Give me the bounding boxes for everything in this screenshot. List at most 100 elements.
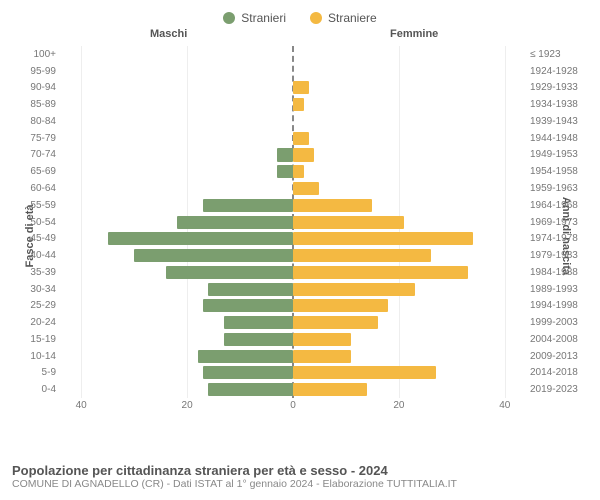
legend-male: Stranieri bbox=[223, 8, 286, 28]
sub-title: COMUNE DI AGNADELLO (CR) - Dati ISTAT al… bbox=[12, 478, 588, 492]
age-label: 25-29 bbox=[14, 300, 56, 311]
male-half bbox=[60, 80, 293, 97]
female-half bbox=[293, 297, 526, 314]
male-half bbox=[60, 63, 293, 80]
male-half bbox=[60, 247, 293, 264]
male-bar bbox=[203, 199, 293, 212]
birth-year-label: 1979-1983 bbox=[530, 250, 596, 261]
female-bar bbox=[293, 132, 309, 145]
female-half bbox=[293, 365, 526, 382]
female-half bbox=[293, 230, 526, 247]
female-half bbox=[293, 147, 526, 164]
age-label: 45-49 bbox=[14, 233, 56, 244]
female-bar bbox=[293, 199, 372, 212]
pyramid-row: 90-941929-1933 bbox=[60, 80, 526, 97]
col-header-female: Femmine bbox=[390, 28, 438, 40]
pyramid-row: 35-391984-1988 bbox=[60, 264, 526, 281]
birth-year-label: 2004-2008 bbox=[530, 334, 596, 345]
female-half bbox=[293, 130, 526, 147]
female-bar bbox=[293, 266, 468, 279]
age-label: 10-14 bbox=[14, 351, 56, 362]
pyramid-chart: Stranieri Straniere Maschi Femmine Fasce… bbox=[0, 0, 600, 500]
female-half bbox=[293, 63, 526, 80]
female-half bbox=[293, 46, 526, 63]
male-bar bbox=[203, 366, 293, 379]
female-bar bbox=[293, 299, 388, 312]
pyramid-row: 5-92014-2018 bbox=[60, 365, 526, 382]
age-label: 35-39 bbox=[14, 267, 56, 278]
age-label: 15-19 bbox=[14, 334, 56, 345]
pyramid-row: 100+≤ 1923 bbox=[60, 46, 526, 63]
pyramid-row: 20-241999-2003 bbox=[60, 314, 526, 331]
female-half bbox=[293, 314, 526, 331]
birth-year-label: 1959-1963 bbox=[530, 183, 596, 194]
column-headers: Maschi Femmine bbox=[0, 28, 600, 46]
female-bar bbox=[293, 383, 367, 396]
male-half bbox=[60, 297, 293, 314]
x-tick: 20 bbox=[182, 400, 193, 411]
pyramid-row: 80-841939-1943 bbox=[60, 113, 526, 130]
male-half bbox=[60, 163, 293, 180]
female-half bbox=[293, 348, 526, 365]
pyramid-row: 10-142009-2013 bbox=[60, 348, 526, 365]
birth-year-label: ≤ 1923 bbox=[530, 49, 596, 60]
pyramid-row: 70-741949-1953 bbox=[60, 147, 526, 164]
male-half bbox=[60, 113, 293, 130]
legend-male-swatch bbox=[223, 12, 235, 24]
pyramid-row: 65-691954-1958 bbox=[60, 163, 526, 180]
female-half bbox=[293, 96, 526, 113]
birth-year-label: 1924-1928 bbox=[530, 66, 596, 77]
age-label: 5-9 bbox=[14, 367, 56, 378]
pyramid-row: 15-192004-2008 bbox=[60, 331, 526, 348]
female-half bbox=[293, 331, 526, 348]
female-half bbox=[293, 264, 526, 281]
male-half bbox=[60, 314, 293, 331]
birth-year-label: 1999-2003 bbox=[530, 317, 596, 328]
female-bar bbox=[293, 81, 309, 94]
birth-year-label: 1969-1973 bbox=[530, 217, 596, 228]
female-bar bbox=[293, 366, 436, 379]
age-label: 95-99 bbox=[14, 66, 56, 77]
x-tick: 40 bbox=[76, 400, 87, 411]
legend-female-label: Straniere bbox=[328, 11, 377, 25]
age-label: 40-44 bbox=[14, 250, 56, 261]
male-bar bbox=[166, 266, 293, 279]
male-bar bbox=[203, 299, 293, 312]
age-label: 85-89 bbox=[14, 99, 56, 110]
female-bar bbox=[293, 283, 415, 296]
age-label: 100+ bbox=[14, 49, 56, 60]
male-bar bbox=[208, 383, 293, 396]
age-label: 75-79 bbox=[14, 133, 56, 144]
male-half bbox=[60, 46, 293, 63]
pyramid-row: 60-641959-1963 bbox=[60, 180, 526, 197]
birth-year-label: 2014-2018 bbox=[530, 367, 596, 378]
male-bar bbox=[224, 333, 293, 346]
female-bar bbox=[293, 98, 304, 111]
birth-year-label: 1949-1953 bbox=[530, 149, 596, 160]
age-label: 70-74 bbox=[14, 149, 56, 160]
x-axis: 402002040 bbox=[60, 398, 526, 426]
male-bar bbox=[177, 216, 294, 229]
birth-year-label: 2019-2023 bbox=[530, 384, 596, 395]
male-half bbox=[60, 147, 293, 164]
female-bar bbox=[293, 350, 351, 363]
male-half bbox=[60, 180, 293, 197]
birth-year-label: 1954-1958 bbox=[530, 166, 596, 177]
male-half bbox=[60, 331, 293, 348]
female-bar bbox=[293, 249, 431, 262]
birth-year-label: 1989-1993 bbox=[530, 284, 596, 295]
rows: 100+≤ 192395-991924-192890-941929-193385… bbox=[60, 46, 526, 398]
age-label: 90-94 bbox=[14, 82, 56, 93]
male-half bbox=[60, 214, 293, 231]
age-label: 60-64 bbox=[14, 183, 56, 194]
female-bar bbox=[293, 232, 473, 245]
age-label: 50-54 bbox=[14, 217, 56, 228]
legend-female-swatch bbox=[310, 12, 322, 24]
plot-area: Fasce di età Anni di nascita 100+≤ 19239… bbox=[60, 46, 526, 426]
pyramid-row: 85-891934-1938 bbox=[60, 96, 526, 113]
male-bar bbox=[224, 316, 293, 329]
birth-year-label: 1984-1988 bbox=[530, 267, 596, 278]
female-half bbox=[293, 163, 526, 180]
male-half bbox=[60, 96, 293, 113]
female-bar bbox=[293, 182, 319, 195]
